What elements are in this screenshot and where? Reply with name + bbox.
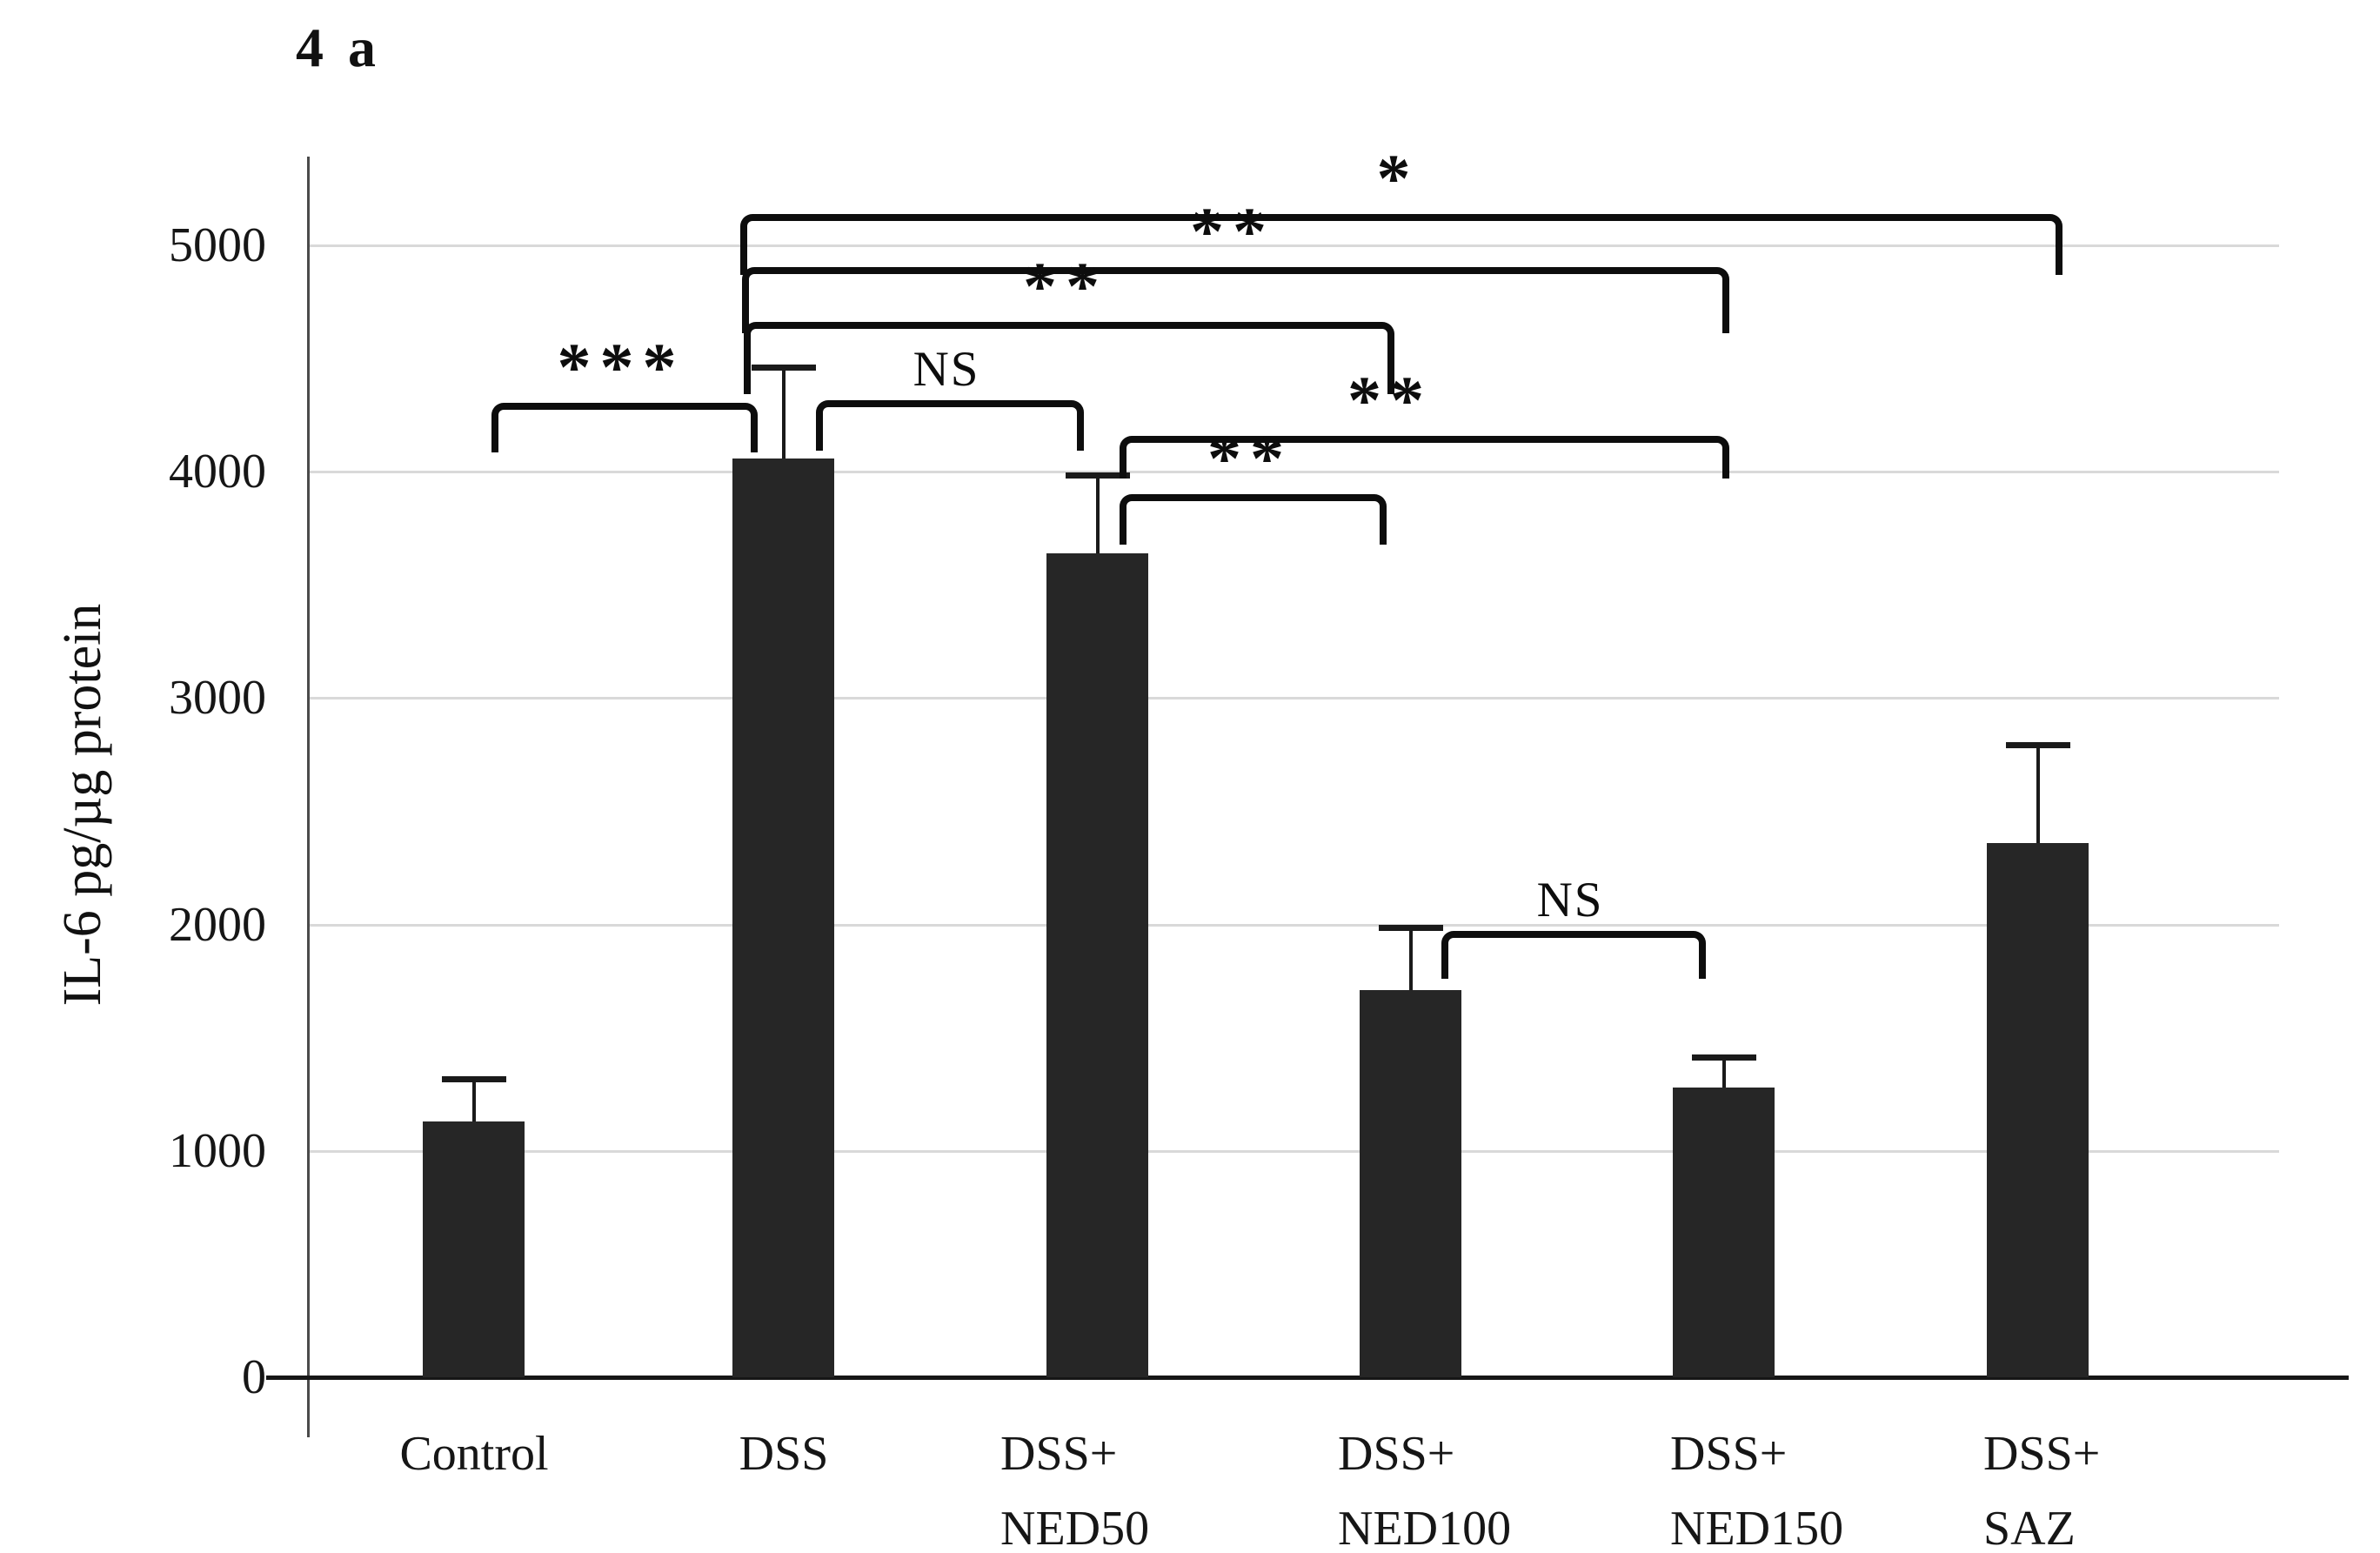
error-bar-cap-dss-saz xyxy=(2006,742,2070,748)
bar-dss-ned50 xyxy=(1046,553,1148,1377)
error-bar-cap-dss-ned100 xyxy=(1379,925,1443,931)
bar-control xyxy=(423,1121,525,1377)
sig-bracket-dssned50-vs-dssned100 xyxy=(1120,494,1387,545)
gridline-2000 xyxy=(308,924,2279,927)
sig-bracket-dssned50-vs-dssned150 xyxy=(1120,436,1729,479)
bar-dss-ned100 xyxy=(1360,990,1461,1377)
x-axis-baseline xyxy=(266,1376,2349,1380)
y-tick-label-4000: 4000 xyxy=(169,445,266,499)
error-bar-line-dss-ned100 xyxy=(1409,927,1413,990)
sig-bracket-dss-vs-dssned100-label: ** xyxy=(1023,248,1108,324)
error-bar-line-dss-ned150 xyxy=(1722,1057,1726,1088)
y-tick-label-5000: 5000 xyxy=(169,218,266,272)
gridline-1000 xyxy=(308,1150,2279,1153)
error-bar-cap-dss-ned50 xyxy=(1066,472,1130,479)
sig-bracket-dss-vs-dssned50 xyxy=(816,400,1084,451)
error-bar-cap-dss-ned150 xyxy=(1692,1054,1756,1061)
sig-bracket-dssned50-vs-dssned100-label: ** xyxy=(1207,420,1293,496)
y-tick-label-2000: 2000 xyxy=(169,898,266,952)
y-tick-label-3000: 3000 xyxy=(169,671,266,725)
bar-dss-ned150 xyxy=(1673,1088,1775,1377)
bar-dss-saz xyxy=(1987,843,2089,1377)
error-bar-cap-dss xyxy=(752,365,816,371)
sig-bracket-dssned100-vs-dssned150-label: NS xyxy=(1536,873,1604,927)
x-label-control: Control xyxy=(399,1427,549,1481)
y-tick-label-1000: 1000 xyxy=(169,1124,266,1178)
error-bar-line-dss-ned50 xyxy=(1096,475,1100,553)
sig-bracket-dss-vs-dsssaz-label: * xyxy=(1376,140,1420,216)
sig-bracket-dss-vs-dssned50-label: NS xyxy=(913,342,980,397)
sig-bracket-control-vs-dss-label: *** xyxy=(557,329,685,405)
sig-bracket-dssned50-vs-dssned150-label: ** xyxy=(1347,362,1433,438)
error-bar-line-dss xyxy=(782,367,786,459)
sig-bracket-dss-vs-dssned150 xyxy=(742,267,1729,333)
sig-bracket-dss-vs-dsssaz xyxy=(740,214,2062,275)
sig-bracket-control-vs-dss xyxy=(491,403,758,452)
gridline-5000 xyxy=(308,244,2279,247)
gridline-3000 xyxy=(308,697,2279,700)
bar-dss xyxy=(732,459,834,1377)
panel-label: 4 a xyxy=(296,17,381,78)
sig-bracket-dssned100-vs-dssned150 xyxy=(1441,931,1706,979)
x-label-dss: DSS xyxy=(739,1427,829,1481)
y-tick-label-0: 0 xyxy=(242,1350,266,1404)
x-label-dss-ned150: DSS+ NED150 xyxy=(1670,1427,1844,1553)
gridline-4000 xyxy=(308,471,2279,473)
x-label-dss-saz: DSS+ SAZ xyxy=(1983,1427,2101,1553)
sig-bracket-dss-vs-dssned100 xyxy=(744,322,1394,394)
error-bar-line-control xyxy=(472,1079,476,1121)
x-label-dss-ned50: DSS+ NED50 xyxy=(1000,1427,1150,1553)
sig-bracket-dss-vs-dssned150-label: ** xyxy=(1190,193,1275,269)
y-axis-title: IL-6 pg/µg protein xyxy=(53,603,112,1007)
y-axis-line xyxy=(307,157,310,1437)
x-label-dss-ned100: DSS+ NED100 xyxy=(1338,1427,1512,1553)
error-bar-cap-control xyxy=(442,1076,506,1082)
error-bar-line-dss-saz xyxy=(2036,745,2040,843)
